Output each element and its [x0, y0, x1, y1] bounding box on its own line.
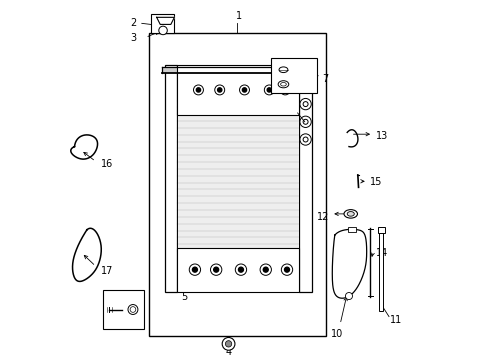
Ellipse shape [279, 67, 287, 73]
Circle shape [214, 85, 224, 95]
Bar [150, 14, 173, 33]
Ellipse shape [128, 305, 138, 314]
Ellipse shape [344, 210, 357, 218]
Circle shape [193, 85, 203, 95]
Ellipse shape [346, 212, 354, 216]
Text: 6: 6 [286, 108, 292, 118]
Circle shape [213, 267, 218, 272]
Circle shape [217, 88, 222, 92]
Text: 1: 1 [236, 11, 242, 21]
Bar [177, 100, 299, 251]
Circle shape [264, 85, 274, 95]
Circle shape [280, 85, 289, 95]
Text: 14: 14 [375, 248, 387, 258]
Circle shape [299, 116, 311, 127]
Polygon shape [156, 17, 174, 24]
Text: 15: 15 [369, 177, 382, 187]
Bar [377, 227, 384, 233]
Circle shape [235, 264, 246, 275]
Text: 13: 13 [375, 131, 387, 141]
Circle shape [283, 88, 287, 92]
Text: 9: 9 [126, 318, 132, 328]
Text: 5: 5 [181, 292, 187, 302]
Circle shape [225, 341, 231, 347]
Circle shape [303, 119, 307, 124]
Circle shape [242, 88, 246, 92]
Circle shape [189, 264, 200, 275]
Text: 16: 16 [101, 159, 113, 169]
Bar [347, 227, 355, 232]
Bar [102, 290, 143, 329]
Bar [299, 65, 311, 292]
Text: 7: 7 [322, 74, 328, 84]
Circle shape [281, 264, 292, 275]
Circle shape [303, 137, 307, 142]
Circle shape [266, 88, 271, 92]
Circle shape [284, 267, 289, 272]
Bar [378, 230, 383, 311]
Circle shape [210, 264, 222, 275]
Circle shape [159, 26, 167, 35]
Text: 3: 3 [130, 32, 136, 42]
Circle shape [263, 267, 268, 272]
Text: 8: 8 [213, 90, 219, 100]
Bar [177, 65, 299, 115]
Circle shape [239, 85, 249, 95]
Text: 12: 12 [317, 212, 329, 222]
Text: 4: 4 [225, 347, 231, 357]
Bar [148, 33, 325, 336]
Circle shape [260, 264, 271, 275]
Ellipse shape [278, 81, 288, 88]
Text: 2: 2 [130, 18, 136, 28]
Polygon shape [332, 229, 366, 298]
Text: 10: 10 [330, 329, 342, 339]
Circle shape [222, 337, 234, 350]
Circle shape [196, 88, 200, 92]
Ellipse shape [130, 307, 136, 312]
Circle shape [238, 267, 243, 272]
Bar [177, 248, 299, 292]
Circle shape [299, 134, 311, 145]
Circle shape [345, 293, 352, 300]
Text: 17: 17 [101, 266, 113, 275]
Bar [270, 58, 316, 94]
Bar [162, 67, 311, 73]
Bar [164, 65, 177, 292]
Circle shape [299, 98, 311, 110]
Circle shape [303, 102, 307, 107]
Text: 11: 11 [389, 315, 401, 325]
Bar [177, 100, 299, 251]
Ellipse shape [280, 82, 285, 86]
Circle shape [192, 267, 197, 272]
